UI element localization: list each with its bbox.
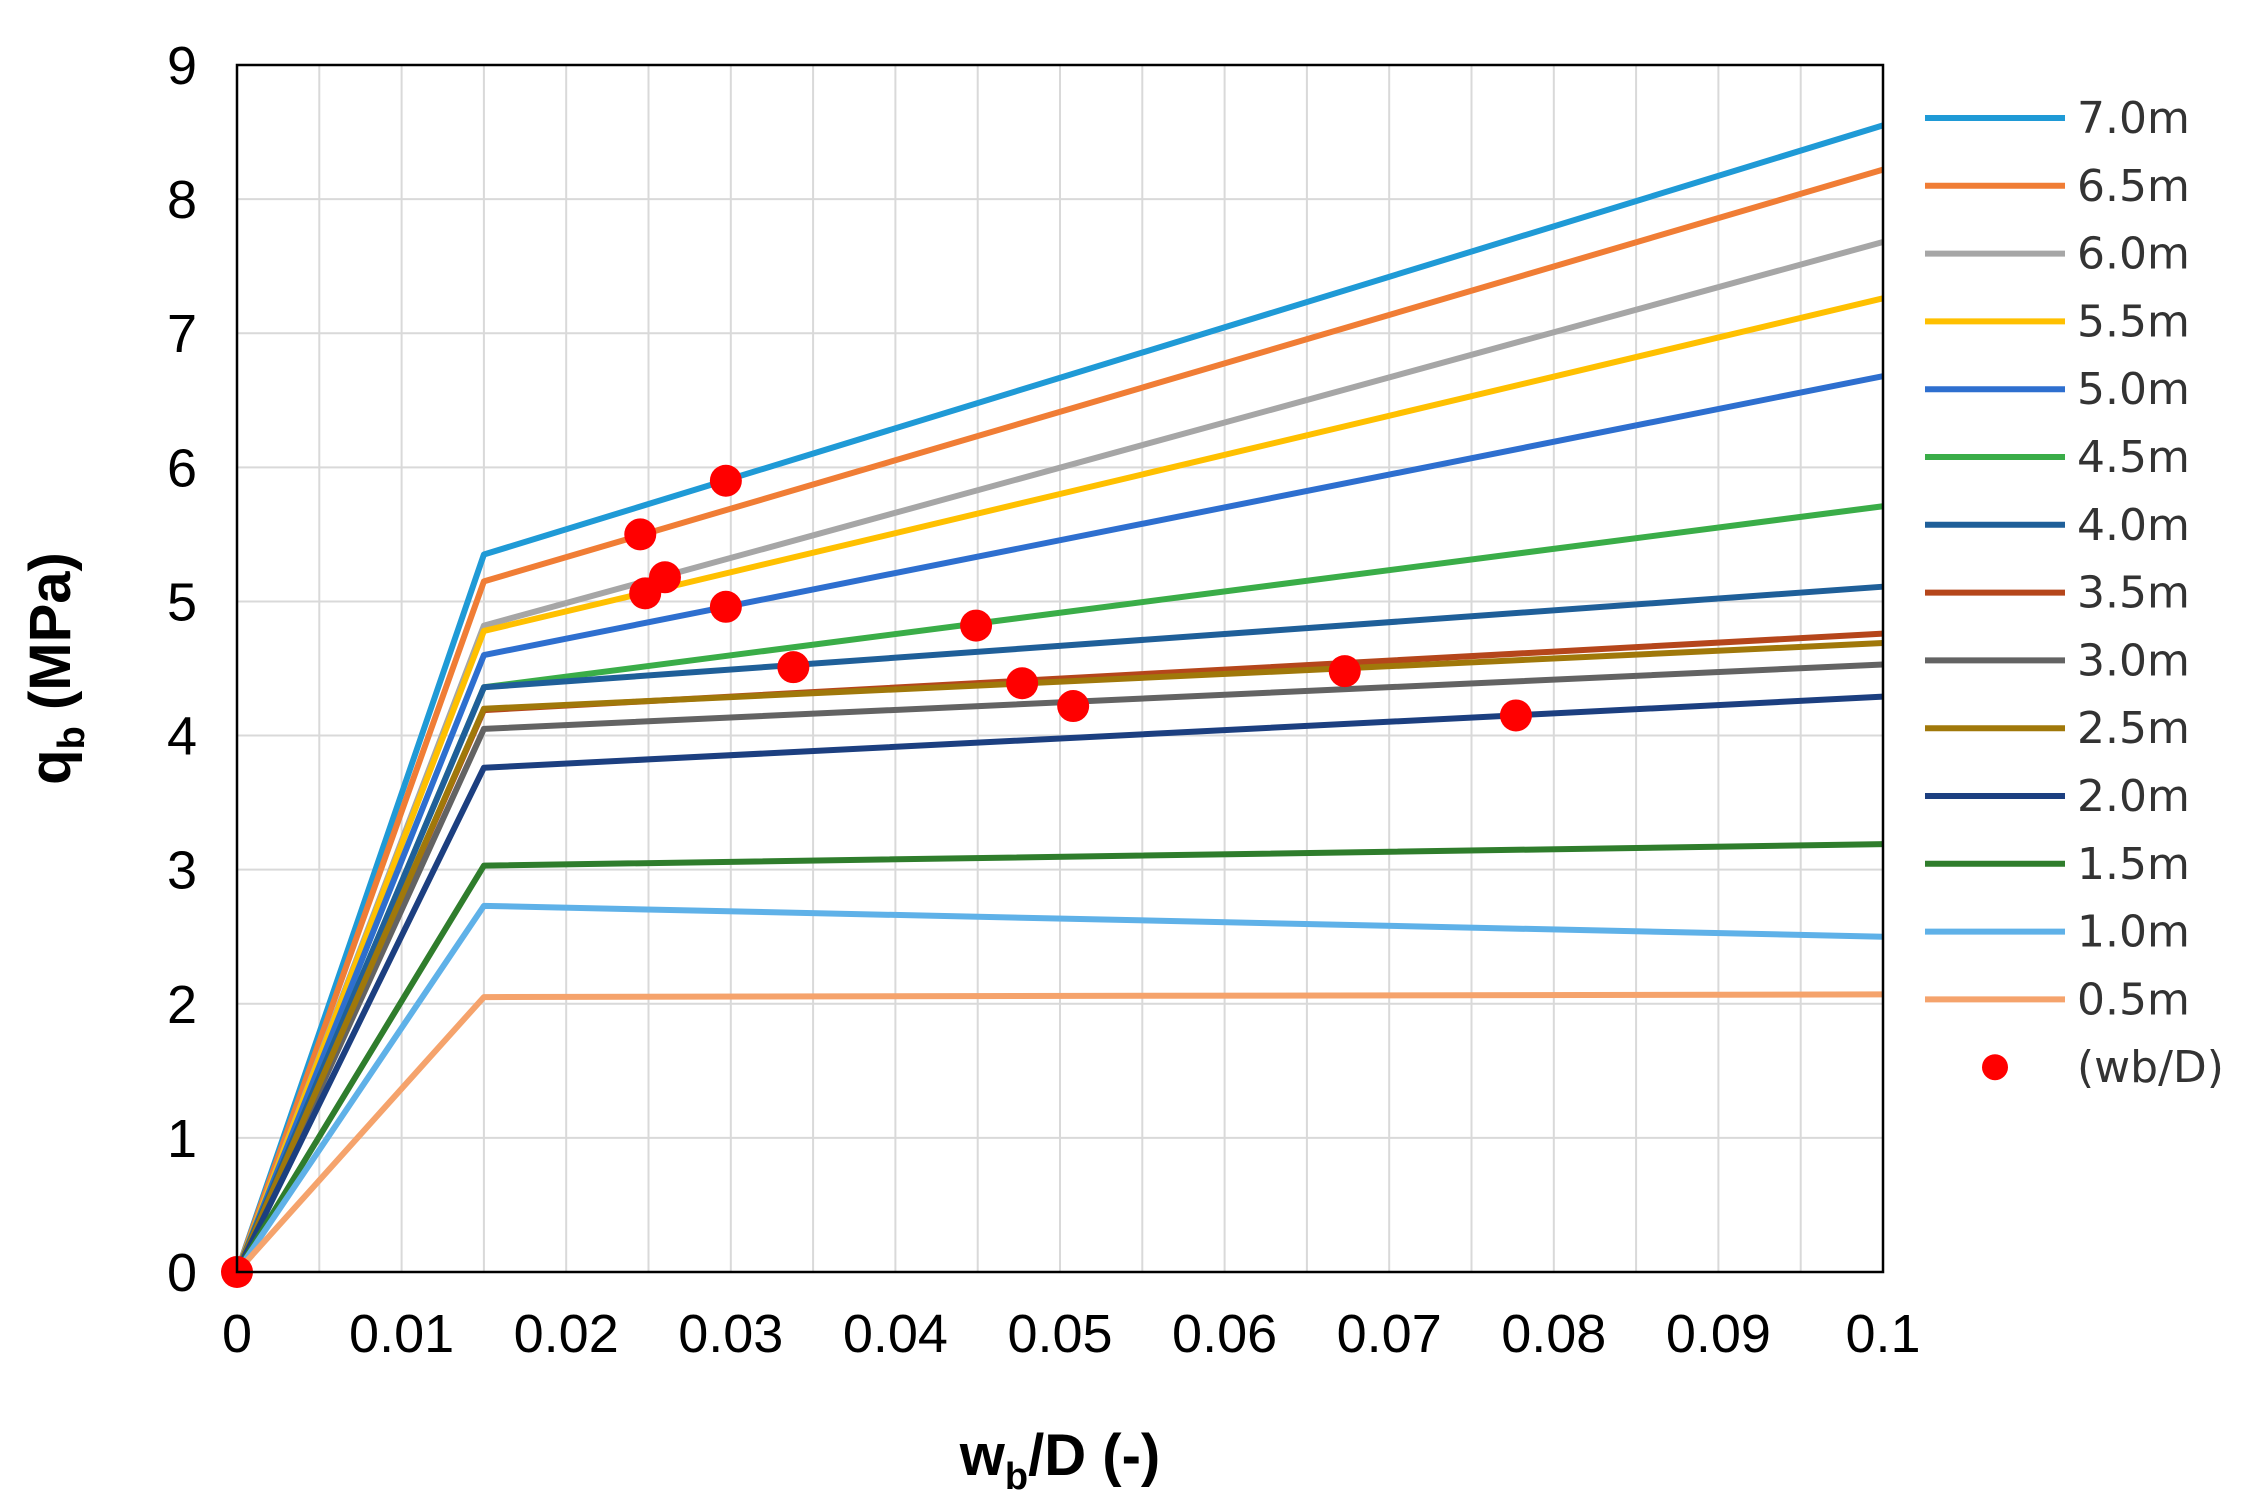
scatter-point <box>648 561 681 594</box>
scatter-point <box>1006 667 1039 700</box>
scatter-point <box>709 464 742 497</box>
x-tick-label: 0 <box>222 1304 252 1364</box>
legend-label-4.0m: 4.0m <box>2077 500 2190 551</box>
y-axis-title-rest: (MPa) <box>18 552 83 726</box>
x-tick-label: 0.1 <box>1845 1304 1920 1364</box>
legend-label-1.5m: 1.5m <box>2077 839 2190 890</box>
series-line-6.5m <box>234 166 1884 1274</box>
legend: 7.0m 6.5m 6.0m 5.5m 5.0m 4.5m 4.0m 3.5m 3.0m 2.5m… <box>1925 93 2224 1093</box>
y-axis-title: qb (MPa) <box>18 552 93 785</box>
legend-label-2.0m: 2.0m <box>2077 771 2190 822</box>
y-tick-label: 2 <box>167 975 197 1035</box>
y-tick-label: 3 <box>167 841 197 901</box>
x-tick-label: 0.06 <box>1172 1304 1277 1364</box>
legend-label-0.5m: 0.5m <box>2077 974 2190 1025</box>
y-tick-label: 9 <box>167 36 197 96</box>
y-tick-label: 0 <box>167 1243 197 1303</box>
x-tick-label: 0.03 <box>678 1304 783 1364</box>
y-tick-label: 1 <box>167 1109 197 1169</box>
series-line-5.0m <box>234 373 1884 1274</box>
scatter-point <box>960 609 993 642</box>
legend-label-5.5m: 5.5m <box>2077 296 2190 347</box>
x-axis-title: wb/D (-) <box>959 1423 1160 1498</box>
legend-label-6.0m: 6.0m <box>2077 229 2190 280</box>
legend-label-3.0m: 3.0m <box>2077 635 2190 686</box>
series-line-1.0m <box>234 902 1884 1274</box>
x-axis-ticks: 0 0.01 0.02 0.03 0.04 0.05 0.06 0.07 0.08 0.09 0.1 <box>222 1304 1921 1364</box>
y-axis-ticks: 0 1 2 3 4 5 6 7 8 9 <box>167 36 197 1303</box>
legend-label-scatter: (wb/D) <box>2077 1042 2224 1093</box>
x-tick-label: 0.05 <box>1007 1304 1112 1364</box>
x-tick-label: 0.08 <box>1501 1304 1606 1364</box>
x-axis-title-main: w <box>959 1423 1006 1488</box>
legend-label-4.5m: 4.5m <box>2077 432 2190 483</box>
plot-frame <box>235 63 1885 1274</box>
legend-label-1.0m: 1.0m <box>2077 907 2190 958</box>
legend-label-2.5m: 2.5m <box>2077 703 2190 754</box>
scatter-point <box>1499 699 1532 732</box>
y-tick-label: 8 <box>167 170 197 230</box>
series-line-7.0m <box>234 122 1884 1273</box>
scatter-point <box>1328 655 1361 688</box>
legend-label-7.0m: 7.0m <box>2077 93 2190 144</box>
series-line-0.5m <box>234 991 1884 1275</box>
x-axis-title-subscript: b <box>1005 1456 1028 1498</box>
scatter-point <box>624 518 657 551</box>
y-tick-label: 6 <box>167 438 197 498</box>
legend-label-3.5m: 3.5m <box>2077 568 2190 619</box>
x-tick-label: 0.04 <box>843 1304 948 1364</box>
series-line-1.5m <box>234 841 1884 1274</box>
x-tick-label: 0.09 <box>1666 1304 1771 1364</box>
y-axis-title-main: q <box>18 749 83 784</box>
scatter-point <box>777 651 810 684</box>
x-tick-label: 0.01 <box>349 1304 454 1364</box>
series-line-2.0m <box>234 693 1884 1274</box>
y-tick-label: 5 <box>167 572 197 632</box>
x-axis-title-rest: /D (-) <box>1028 1423 1160 1488</box>
y-tick-label: 7 <box>167 304 197 364</box>
scatter-point <box>1057 690 1090 723</box>
x-tick-label: 0.07 <box>1337 1304 1442 1364</box>
y-axis-title-subscript: b <box>51 726 93 749</box>
legend-label-6.5m: 6.5m <box>2077 161 2190 212</box>
legend-swatch-scatter <box>1982 1054 2008 1081</box>
legend-label-5.0m: 5.0m <box>2077 364 2190 415</box>
gridlines <box>237 65 1883 1272</box>
series-line-2.5m <box>234 640 1884 1274</box>
y-tick-label: 4 <box>167 707 197 767</box>
x-tick-label: 0.02 <box>514 1304 619 1364</box>
series-lines <box>234 122 1884 1275</box>
scatter-point <box>709 590 742 623</box>
